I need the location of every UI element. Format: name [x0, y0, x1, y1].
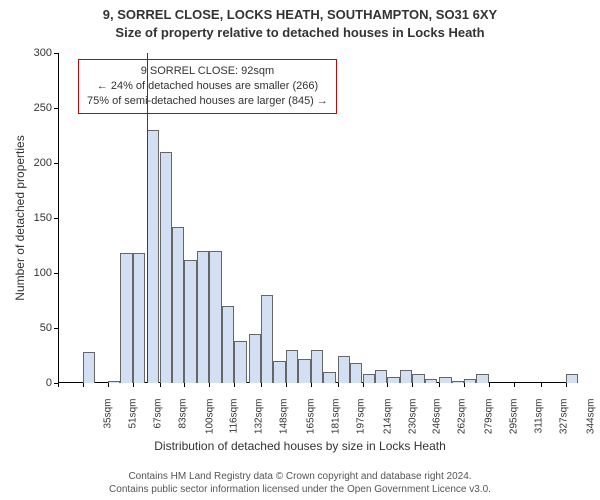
histogram-bar [476, 374, 488, 383]
y-tick-label: 50 [22, 322, 52, 334]
histogram-bar [83, 352, 95, 383]
histogram-bar [273, 361, 285, 383]
y-tick [54, 328, 58, 329]
y-tick-label: 300 [22, 47, 52, 59]
x-tick-label: 83sqm [177, 399, 188, 445]
histogram-bar [298, 359, 310, 383]
y-tick-label: 0 [22, 377, 52, 389]
x-axis-label: Distribution of detached houses by size … [0, 439, 600, 453]
histogram-bar [363, 374, 375, 383]
x-tick-label: 197sqm [355, 399, 366, 445]
y-tick-label: 150 [22, 212, 52, 224]
x-tick-label: 311sqm [533, 399, 544, 445]
x-tick-label: 51sqm [127, 399, 138, 445]
x-tick-label: 262sqm [457, 399, 468, 445]
histogram-bar [338, 356, 350, 384]
x-tick-label: 116sqm [229, 399, 240, 445]
histogram-bar [209, 251, 221, 383]
histogram-bar [234, 341, 246, 383]
histogram-bar [439, 377, 451, 384]
x-tick-label: 181sqm [330, 399, 341, 445]
title-line-1: 9, SORREL CLOSE, LOCKS HEATH, SOUTHAMPTO… [0, 6, 600, 24]
histogram-bar [108, 381, 120, 383]
x-tick-label: 327sqm [558, 399, 569, 445]
x-tick-label: 100sqm [204, 399, 215, 445]
histogram-bar [425, 379, 437, 383]
histogram-bar [197, 251, 209, 383]
y-tick [54, 53, 58, 54]
histogram-bar [311, 350, 323, 383]
footer-line-2: Contains public sector information licen… [0, 483, 600, 496]
x-tick-label: 230sqm [407, 399, 418, 445]
callout-box: 9 SORREL CLOSE: 92sqm ← 24% of detached … [78, 59, 337, 114]
callout-line-1: 9 SORREL CLOSE: 92sqm [87, 64, 328, 79]
histogram-bar [323, 372, 335, 383]
histogram-bar [412, 374, 424, 383]
x-tick-label: 35sqm [103, 399, 114, 445]
y-tick [54, 163, 58, 164]
plot-box: 9 SORREL CLOSE: 92sqm ← 24% of detached … [58, 53, 578, 383]
y-tick [54, 273, 58, 274]
x-tick-label: 246sqm [432, 399, 443, 445]
histogram-bar [261, 295, 273, 383]
histogram-bar [452, 381, 464, 383]
histogram-bar [566, 374, 578, 383]
x-tick-label: 214sqm [382, 399, 393, 445]
histogram-bar [147, 130, 159, 383]
x-tick-label: 295sqm [509, 399, 520, 445]
histogram-bar [249, 334, 261, 384]
footer-line-1: Contains HM Land Registry data © Crown c… [0, 470, 600, 483]
x-tick-labels: 35sqm 51sqm 67sqm 83sqm 100sqm 116sqm 132sqm 14… [58, 387, 578, 442]
y-tick-label: 250 [22, 102, 52, 114]
chart-title: 9, SORREL CLOSE, LOCKS HEATH, SOUTHAMPTO… [0, 0, 600, 41]
histogram-bar [222, 306, 234, 383]
histogram-bar [375, 370, 387, 383]
x-tick-label: 148sqm [279, 399, 290, 445]
y-tick-label: 100 [22, 267, 52, 279]
histogram-bar [464, 379, 476, 383]
x-tick-label: 344sqm [585, 399, 596, 445]
histogram-bar [120, 253, 132, 383]
y-tick [54, 108, 58, 109]
histogram-bar [286, 350, 298, 383]
y-tick [54, 218, 58, 219]
y-tick-label: 200 [22, 157, 52, 169]
x-tick-label: 165sqm [306, 399, 317, 445]
chart-area: Number of detached properties 0501001502… [0, 41, 600, 461]
histogram-bar [160, 152, 172, 383]
callout-line-2: ← 24% of detached houses are smaller (26… [87, 79, 328, 94]
histogram-bar [184, 260, 196, 383]
histogram-bar [387, 377, 399, 384]
histogram-bar [400, 370, 412, 383]
histogram-bar [350, 363, 362, 383]
footer-attribution: Contains HM Land Registry data © Crown c… [0, 470, 600, 496]
callout-line-3: 75% of semi-detached houses are larger (… [87, 94, 328, 109]
y-tick-labels: 050100150200250300 [20, 53, 52, 383]
histogram-bar [133, 253, 145, 383]
x-tick-label: 279sqm [484, 399, 495, 445]
x-tick-label: 132sqm [254, 399, 265, 445]
x-tick-label: 67sqm [152, 399, 163, 445]
title-line-2: Size of property relative to detached ho… [0, 24, 600, 42]
histogram-bar [172, 227, 184, 383]
